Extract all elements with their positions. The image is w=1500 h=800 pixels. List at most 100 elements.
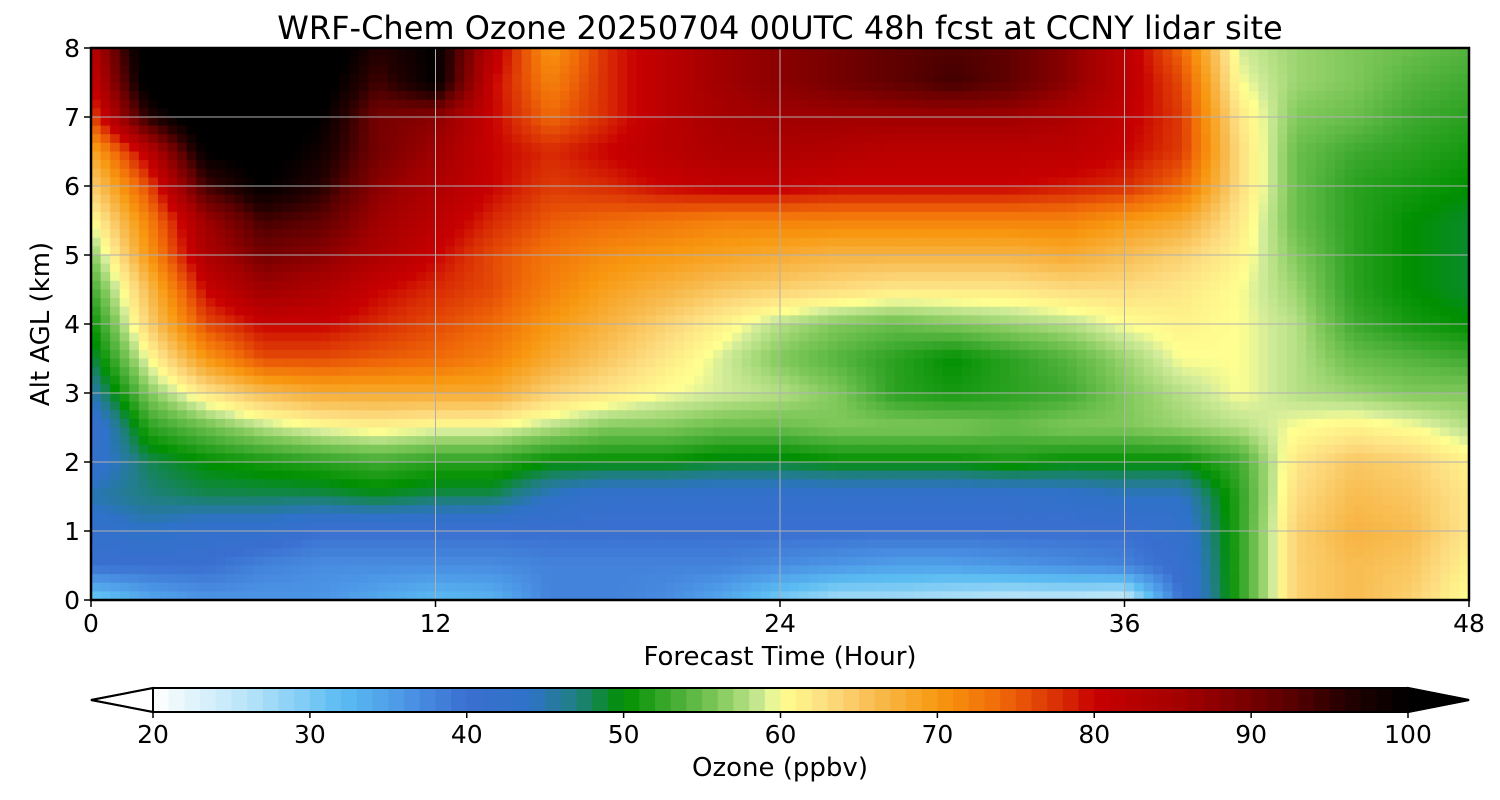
heatmap-cell: [1095, 332, 1106, 342]
heatmap-cell: [1028, 280, 1039, 291]
heatmap-cell: [196, 186, 207, 196]
heatmap-cell: [894, 142, 905, 153]
heatmap-cell: [904, 203, 915, 213]
heatmap-cell: [1105, 203, 1116, 213]
heatmap-cell: [129, 91, 140, 101]
heatmap-cell: [1411, 134, 1422, 144]
heatmap-cell: [1095, 99, 1106, 109]
heatmap-cell: [559, 324, 571, 334]
heatmap-cell: [1354, 246, 1365, 256]
heatmap-cell: [1076, 117, 1087, 127]
heatmap-cell: [454, 255, 465, 265]
heatmap-cell: [100, 65, 111, 75]
heatmap-cell: [741, 203, 752, 213]
heatmap-cell: [550, 298, 561, 308]
heatmap-cell: [330, 117, 341, 127]
heatmap-cell: [1201, 99, 1212, 109]
heatmap-cell: [1449, 168, 1461, 178]
heatmap-cell: [416, 151, 427, 161]
heatmap-cell: [703, 186, 714, 196]
heatmap-cell: [1038, 151, 1049, 161]
heatmap-cell: [1239, 73, 1250, 84]
heatmap-cell: [540, 255, 551, 265]
heatmap-cell: [435, 151, 446, 161]
heatmap-cell: [904, 56, 915, 66]
heatmap-cell: [157, 117, 169, 127]
heatmap-cell: [579, 48, 590, 58]
heatmap-cell: [1315, 255, 1327, 265]
heatmap-cell: [540, 220, 551, 230]
heatmap-cell: [301, 237, 312, 247]
heatmap-cell: [751, 272, 762, 282]
heatmap-cell: [1086, 134, 1097, 144]
heatmap-cell: [502, 332, 513, 342]
heatmap-cell: [646, 134, 657, 144]
heatmap-cell: [1076, 280, 1087, 291]
heatmap-cell: [1354, 298, 1365, 308]
heatmap-cell: [454, 108, 465, 118]
heatmap-cell: [894, 56, 905, 66]
heatmap-cell: [291, 211, 303, 222]
heatmap-cell: [923, 263, 934, 273]
heatmap-cell: [789, 168, 800, 178]
heatmap-cell: [1373, 211, 1384, 222]
heatmap-cell: [856, 237, 867, 247]
heatmap-cell: [952, 186, 963, 196]
heatmap-cell: [1411, 237, 1422, 247]
heatmap-cell: [1354, 229, 1365, 239]
heatmap-cell: [540, 237, 551, 247]
heatmap-cell: [502, 315, 513, 325]
heatmap-cell: [665, 229, 676, 239]
heatmap-cell: [980, 160, 992, 170]
heatmap-cell: [282, 177, 293, 187]
heatmap-cell: [1363, 203, 1374, 213]
heatmap-cell: [387, 177, 398, 187]
heatmap-cell: [406, 65, 417, 75]
heatmap-cell: [971, 160, 982, 170]
heatmap-cell: [1287, 99, 1298, 109]
heatmap-cell: [1402, 186, 1413, 196]
heatmap-cell: [1009, 211, 1020, 222]
heatmap-cell: [425, 255, 437, 265]
heatmap-cell: [483, 203, 494, 213]
heatmap-cell: [722, 82, 733, 92]
heatmap-cell: [91, 177, 102, 187]
heatmap-cell: [1296, 48, 1307, 58]
heatmap-cell: [1105, 255, 1116, 265]
heatmap-cell: [722, 220, 733, 230]
heatmap-cell: [473, 255, 484, 265]
heatmap-cell: [512, 255, 523, 265]
heatmap-cell: [263, 125, 274, 135]
heatmap-cell: [1287, 91, 1298, 101]
heatmap-cell: [1392, 272, 1403, 282]
heatmap-cell: [808, 99, 819, 109]
heatmap-cell: [129, 220, 140, 230]
heatmap-cell: [1047, 315, 1059, 325]
heatmap-cell: [397, 177, 408, 187]
heatmap-cell: [234, 211, 245, 222]
heatmap-cell: [1124, 82, 1135, 92]
heatmap-cell: [110, 203, 121, 213]
heatmap-cell: [186, 168, 197, 178]
heatmap-cell: [91, 246, 102, 256]
heatmap-cell: [540, 272, 551, 282]
heatmap-cell: [492, 203, 504, 213]
heatmap-cell: [1411, 229, 1422, 239]
heatmap-cell: [512, 324, 523, 334]
heatmap-cell: [626, 298, 638, 308]
heatmap-cell: [1172, 203, 1183, 213]
heatmap-cell: [703, 220, 714, 230]
heatmap-cell: [196, 91, 207, 101]
heatmap-cell: [1220, 108, 1231, 118]
heatmap-cell: [837, 229, 848, 239]
heatmap-cell: [617, 56, 628, 66]
heatmap-cell: [387, 151, 398, 161]
heatmap-cell: [91, 168, 102, 178]
heatmap-cell: [799, 160, 810, 170]
heatmap-cell: [569, 211, 580, 222]
heatmap-cell: [1449, 125, 1461, 135]
heatmap-cell: [1162, 117, 1173, 127]
heatmap-cell: [952, 108, 963, 118]
heatmap-cell: [435, 315, 446, 325]
heatmap-cell: [1449, 203, 1461, 213]
